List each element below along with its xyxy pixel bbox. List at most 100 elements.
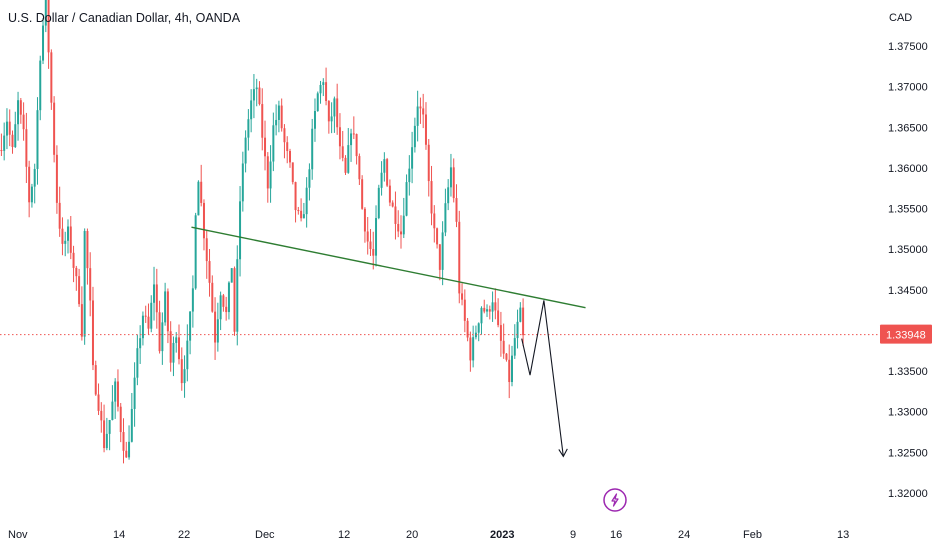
candle-body [289, 151, 291, 163]
candle-body [275, 119, 278, 126]
candle-body [61, 228, 64, 244]
time-tick-label: 9 [570, 529, 576, 541]
chart-title: U.S. Dollar / Canadian Dollar, 4h, OANDA [8, 11, 241, 25]
candle-body [264, 137, 267, 157]
candle-body [28, 166, 31, 203]
candle-body [397, 223, 400, 232]
candle-body [458, 221, 461, 294]
candle-body [14, 124, 17, 148]
candle-body [72, 252, 75, 268]
candle-body [394, 206, 397, 224]
candle-body [130, 408, 133, 442]
candle-body [488, 309, 491, 312]
candle-body [111, 401, 114, 421]
candle-body [100, 410, 103, 421]
candle-body [169, 331, 172, 363]
candle-body [291, 162, 294, 183]
candle-body [447, 187, 450, 204]
candle-body [277, 105, 280, 120]
candle-body [108, 420, 111, 434]
candle-body [491, 302, 494, 312]
candle-body [361, 179, 364, 209]
current-price-badge [880, 324, 932, 344]
candle-body [191, 288, 194, 312]
candle-body [327, 100, 330, 122]
price-tick-label: 1.35000 [888, 244, 928, 256]
candle-body [119, 406, 122, 433]
candle-body [230, 268, 233, 283]
candle-body [405, 182, 408, 216]
candle-body [155, 284, 158, 313]
candle-body [58, 202, 61, 229]
candle-body [164, 291, 167, 323]
candle-body [147, 316, 150, 329]
candle-body [83, 230, 86, 337]
price-tick-label: 1.32000 [888, 488, 928, 500]
candle-body [494, 302, 497, 311]
time-tick-label: Dec [255, 529, 275, 541]
candle-body [178, 337, 180, 360]
candle-body [19, 100, 22, 115]
candle-body [214, 311, 217, 343]
candle-body [452, 167, 455, 199]
price-axis[interactable]: CAD 1.37500 1.37000 1.36500 1.36000 1.35500 1.… [880, 12, 932, 500]
time-axis[interactable]: Nov 14 22 Dec 12 20 2023 9 16 24 Feb 13 [8, 529, 849, 541]
candle-body [383, 159, 386, 173]
candle-body [180, 359, 183, 384]
candle-body [422, 108, 425, 115]
candle-body [158, 312, 161, 352]
candle-body [78, 276, 81, 305]
candle-body [391, 202, 394, 207]
candle-body [344, 157, 347, 173]
candle-body [480, 307, 483, 324]
candle-body [313, 111, 316, 129]
candle-body [483, 307, 486, 312]
candle-body [222, 295, 225, 307]
candle-body [419, 106, 422, 109]
candle-body [363, 208, 366, 232]
candle-body [39, 60, 42, 111]
candle-body [444, 203, 447, 233]
candle-body [522, 307, 525, 336]
candle-body [5, 121, 8, 136]
candle-body [441, 232, 444, 270]
neckline-trendline[interactable] [191, 226, 586, 309]
candle-body [219, 295, 222, 320]
candle-body [283, 128, 286, 143]
candle-body [50, 52, 53, 103]
candle-body [355, 134, 358, 157]
candle-body [311, 128, 314, 170]
candle-body [3, 135, 6, 151]
candle-body [424, 114, 427, 145]
candle-body [297, 210, 300, 212]
candle-body [25, 129, 28, 167]
lightning-bolt [611, 493, 619, 507]
candle-body [53, 102, 56, 155]
candle-body [0, 150, 3, 152]
candle-body [502, 340, 505, 354]
time-tick-label: 12 [338, 529, 350, 541]
candle-body [438, 244, 441, 270]
candle-body [89, 268, 92, 301]
candle-body [208, 261, 211, 283]
candle-body [216, 319, 219, 343]
candle-body [241, 163, 244, 202]
candle-body [91, 300, 94, 366]
projection-path[interactable] [521, 300, 564, 457]
projection-arrowhead [558, 448, 568, 458]
candle-body [261, 104, 264, 138]
candle-body [416, 106, 419, 126]
lightning-icon[interactable] [603, 488, 627, 512]
price-tick-label: 1.33500 [888, 366, 928, 378]
candle-body [47, 0, 50, 53]
candle-body [153, 284, 156, 303]
candle-body [372, 249, 375, 256]
candle-body [286, 142, 289, 152]
price-tick-label: 1.34500 [888, 285, 928, 297]
candle-body [486, 309, 489, 312]
candle-body [455, 198, 458, 222]
candle-body [347, 145, 350, 173]
time-tick-label: 22 [178, 529, 190, 541]
candle-body [64, 240, 67, 244]
candle-body [36, 110, 39, 169]
